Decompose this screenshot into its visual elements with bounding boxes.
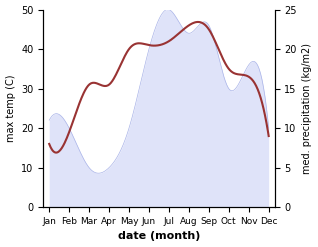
Y-axis label: max temp (C): max temp (C) [5, 75, 16, 142]
X-axis label: date (month): date (month) [118, 231, 200, 242]
Y-axis label: med. precipitation (kg/m2): med. precipitation (kg/m2) [302, 43, 313, 174]
